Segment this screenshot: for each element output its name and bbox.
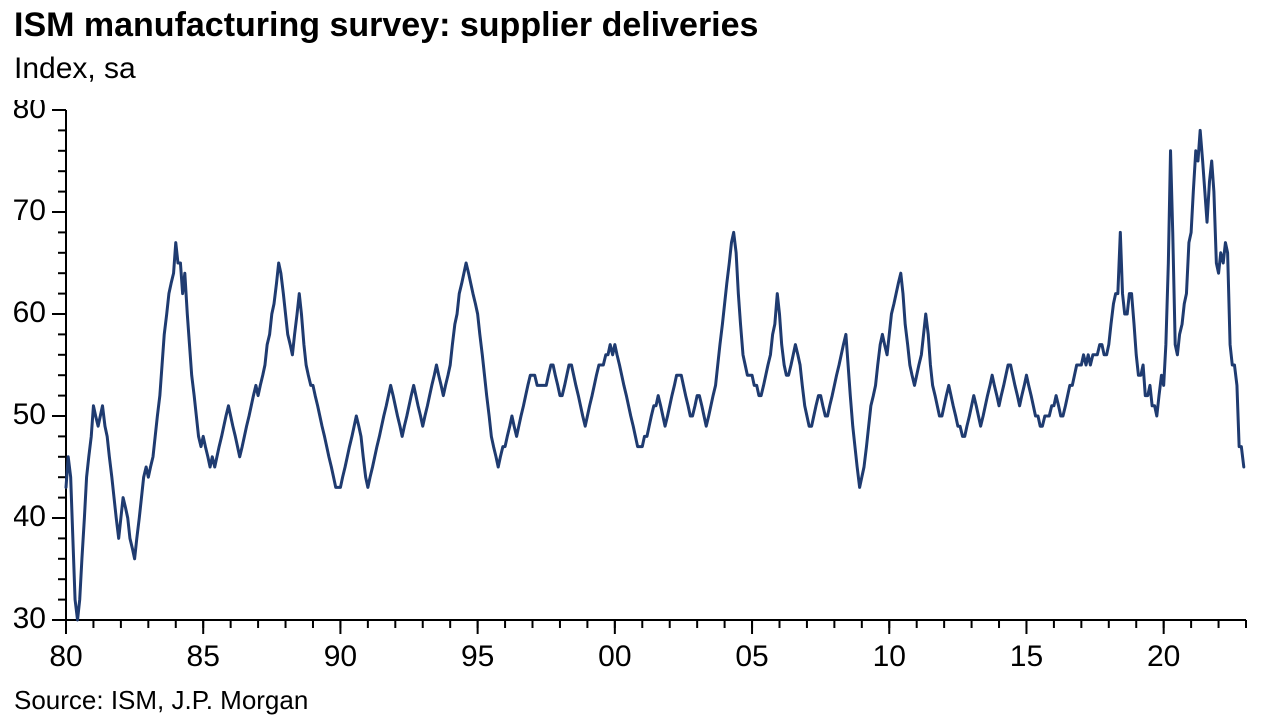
chart-plot-area: 30 40 50 60 70 80 80 85 90 95 00 05 10 15 20 [14,100,1256,680]
svg-text:90: 90 [324,640,357,673]
svg-text:80: 80 [49,640,82,673]
chart-svg: 30 40 50 60 70 80 80 85 90 95 00 05 10 15 20 [14,100,1256,680]
chart-source: Source: ISM, J.P. Morgan [14,685,308,716]
svg-text:80: 80 [14,100,46,125]
svg-text:40: 40 [14,500,46,533]
svg-text:20: 20 [1147,640,1180,673]
svg-text:70: 70 [14,194,46,227]
svg-text:00: 00 [598,640,631,673]
svg-text:10: 10 [873,640,906,673]
svg-text:50: 50 [14,398,46,431]
chart-container: ISM manufacturing survey: supplier deliv… [0,0,1270,722]
svg-text:85: 85 [187,640,220,673]
svg-text:30: 30 [14,602,46,635]
chart-title: ISM manufacturing survey: supplier deliv… [14,6,758,45]
chart-subtitle: Index, sa [14,52,136,86]
svg-text:15: 15 [1010,640,1043,673]
svg-text:95: 95 [461,640,494,673]
svg-text:60: 60 [14,296,46,329]
svg-text:05: 05 [735,640,768,673]
